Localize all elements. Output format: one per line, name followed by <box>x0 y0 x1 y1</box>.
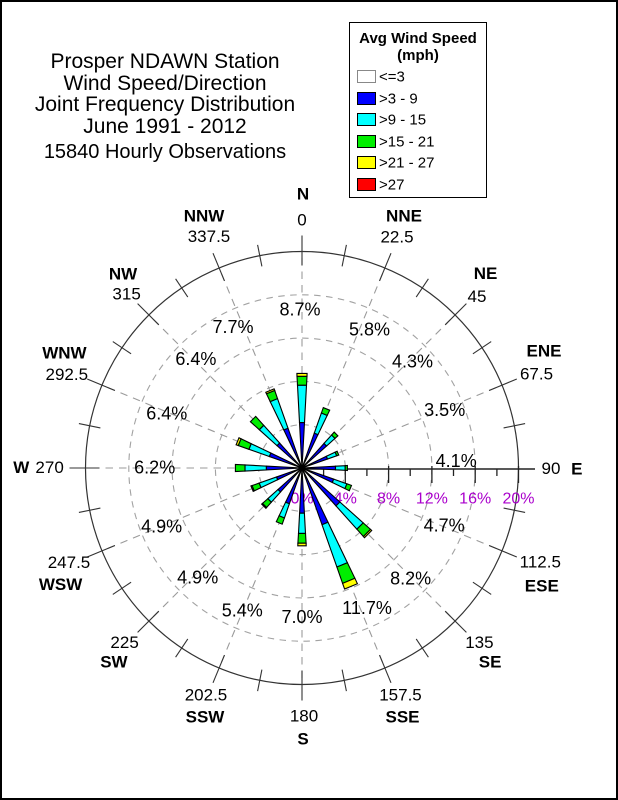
svg-text:6.2%: 6.2% <box>134 458 175 478</box>
svg-text:8%: 8% <box>377 491 400 508</box>
svg-text:NW: NW <box>109 264 138 283</box>
svg-text:ENE: ENE <box>527 342 562 361</box>
svg-text:SW: SW <box>100 653 128 672</box>
svg-text:3.5%: 3.5% <box>424 400 465 420</box>
svg-text:WNW: WNW <box>42 343 87 362</box>
svg-text:NNW: NNW <box>184 207 226 226</box>
svg-text:W: W <box>13 458 30 477</box>
svg-text:ESE: ESE <box>525 577 559 596</box>
svg-text:NE: NE <box>474 264 498 283</box>
svg-text:5.8%: 5.8% <box>349 320 390 340</box>
svg-text:SE: SE <box>479 653 502 672</box>
svg-text:0: 0 <box>297 211 306 230</box>
svg-text:4.3%: 4.3% <box>392 351 433 371</box>
svg-text:202.5: 202.5 <box>185 686 228 705</box>
svg-text:6.4%: 6.4% <box>146 403 187 423</box>
svg-text:4.9%: 4.9% <box>177 567 218 587</box>
svg-text:7.7%: 7.7% <box>212 317 253 337</box>
svg-text:11.7%: 11.7% <box>342 598 392 618</box>
svg-text:292.5: 292.5 <box>46 365 89 384</box>
svg-text:16%: 16% <box>459 491 491 508</box>
svg-text:20%: 20% <box>502 491 534 508</box>
svg-text:270: 270 <box>35 458 63 477</box>
svg-text:157.5: 157.5 <box>379 686 422 705</box>
svg-text:S: S <box>297 730 308 749</box>
svg-text:247.5: 247.5 <box>48 553 91 572</box>
svg-text:180: 180 <box>290 707 318 726</box>
svg-text:337.5: 337.5 <box>188 227 231 246</box>
svg-text:22.5: 22.5 <box>380 228 413 247</box>
svg-text:4.1%: 4.1% <box>436 451 477 471</box>
svg-text:8.2%: 8.2% <box>390 568 431 588</box>
svg-text:135: 135 <box>465 633 493 652</box>
svg-text:4.9%: 4.9% <box>141 517 182 537</box>
svg-text:315: 315 <box>112 285 140 304</box>
svg-text:112.5: 112.5 <box>520 552 561 571</box>
svg-text:5.4%: 5.4% <box>222 600 263 620</box>
svg-text:4.7%: 4.7% <box>424 515 465 535</box>
svg-text:225: 225 <box>110 633 138 652</box>
svg-text:SSW: SSW <box>186 708 226 727</box>
svg-text:N: N <box>297 185 309 204</box>
svg-text:7.0%: 7.0% <box>281 607 322 627</box>
svg-text:NNE: NNE <box>386 207 422 226</box>
svg-text:E: E <box>571 459 582 478</box>
svg-text:SSE: SSE <box>385 708 419 727</box>
svg-text:67.5: 67.5 <box>520 365 553 384</box>
svg-text:90: 90 <box>542 459 561 478</box>
svg-text:12%: 12% <box>416 491 448 508</box>
svg-text:WSW: WSW <box>39 575 83 594</box>
svg-text:6.4%: 6.4% <box>175 349 216 369</box>
svg-text:8.7%: 8.7% <box>279 300 320 320</box>
svg-text:45: 45 <box>468 287 487 306</box>
